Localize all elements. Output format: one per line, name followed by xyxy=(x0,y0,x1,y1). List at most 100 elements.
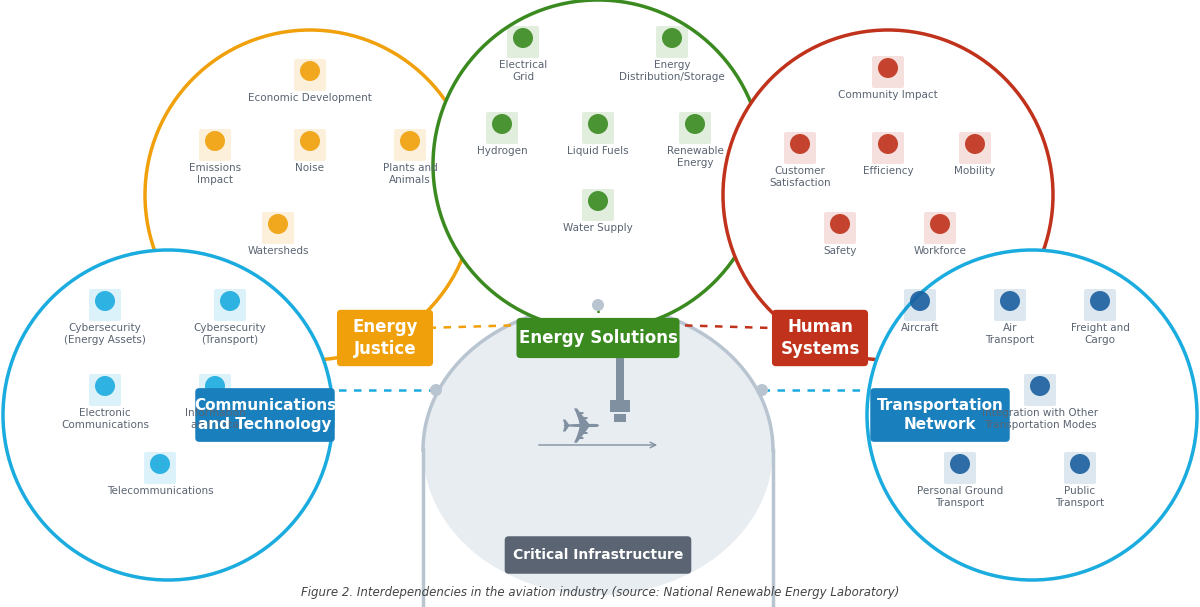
Text: Customer
Satisfaction: Customer Satisfaction xyxy=(769,166,830,188)
Circle shape xyxy=(268,214,288,234)
Text: Cybersecurity
(Transport): Cybersecurity (Transport) xyxy=(193,323,266,345)
Text: Workforce: Workforce xyxy=(913,246,966,256)
FancyBboxPatch shape xyxy=(924,212,956,244)
Text: Figure 2. Interdependencies in the aviation industry (source: National Renewable: Figure 2. Interdependencies in the aviat… xyxy=(301,586,899,599)
FancyBboxPatch shape xyxy=(824,212,856,244)
FancyBboxPatch shape xyxy=(872,132,904,164)
FancyBboxPatch shape xyxy=(1084,289,1116,321)
FancyBboxPatch shape xyxy=(505,536,691,574)
Circle shape xyxy=(95,376,115,396)
Circle shape xyxy=(1090,291,1110,311)
FancyBboxPatch shape xyxy=(784,132,816,164)
Text: Freight and
Cargo: Freight and Cargo xyxy=(1070,323,1129,345)
Circle shape xyxy=(950,454,970,474)
Circle shape xyxy=(588,114,608,134)
Text: Personal Ground
Transport: Personal Ground Transport xyxy=(917,486,1003,507)
Text: Mobility: Mobility xyxy=(954,166,996,176)
Circle shape xyxy=(430,384,442,396)
FancyBboxPatch shape xyxy=(144,452,176,484)
Text: Energy
Justice: Energy Justice xyxy=(353,318,418,358)
FancyBboxPatch shape xyxy=(656,26,688,58)
Circle shape xyxy=(2,250,334,580)
Text: Integration with Other
Transportation Modes: Integration with Other Transportation Mo… xyxy=(982,408,1098,430)
Text: Community Impact: Community Impact xyxy=(838,90,938,100)
FancyBboxPatch shape xyxy=(959,132,991,164)
Circle shape xyxy=(1000,291,1020,311)
Text: Safety: Safety xyxy=(823,246,857,256)
FancyBboxPatch shape xyxy=(994,289,1026,321)
Circle shape xyxy=(150,454,170,474)
FancyBboxPatch shape xyxy=(870,388,1009,442)
Circle shape xyxy=(756,384,768,396)
FancyBboxPatch shape xyxy=(196,388,335,442)
Circle shape xyxy=(910,291,930,311)
Circle shape xyxy=(588,191,608,211)
Circle shape xyxy=(592,299,604,311)
Circle shape xyxy=(205,376,226,396)
Text: Electrical
Grid: Electrical Grid xyxy=(499,60,547,81)
Text: Hydrogen: Hydrogen xyxy=(476,146,527,156)
Text: Human
Systems: Human Systems xyxy=(780,318,859,358)
Circle shape xyxy=(95,291,115,311)
FancyBboxPatch shape xyxy=(294,129,326,161)
Circle shape xyxy=(1030,376,1050,396)
Circle shape xyxy=(400,131,420,151)
Text: Economic Development: Economic Development xyxy=(248,93,372,103)
FancyBboxPatch shape xyxy=(679,112,710,144)
Text: Noise: Noise xyxy=(295,163,324,173)
FancyBboxPatch shape xyxy=(508,26,539,58)
Text: Critical Infrastructure: Critical Infrastructure xyxy=(512,548,683,562)
Text: Renewable
Energy: Renewable Energy xyxy=(666,146,724,168)
FancyBboxPatch shape xyxy=(294,59,326,91)
Circle shape xyxy=(492,114,512,134)
FancyBboxPatch shape xyxy=(199,129,230,161)
Text: Electronic
Communications: Electronic Communications xyxy=(61,408,149,430)
Text: Energy Solutions: Energy Solutions xyxy=(518,329,678,347)
Text: Cybersecurity
(Energy Assets): Cybersecurity (Energy Assets) xyxy=(64,323,146,345)
Text: Telecommunications: Telecommunications xyxy=(107,486,214,496)
FancyBboxPatch shape xyxy=(1024,374,1056,406)
FancyBboxPatch shape xyxy=(199,374,230,406)
Circle shape xyxy=(300,61,320,81)
FancyBboxPatch shape xyxy=(772,310,868,366)
Circle shape xyxy=(664,319,676,331)
Circle shape xyxy=(145,30,475,360)
Ellipse shape xyxy=(424,305,773,595)
Circle shape xyxy=(965,134,985,154)
FancyBboxPatch shape xyxy=(516,318,679,358)
FancyBboxPatch shape xyxy=(89,289,121,321)
Text: Information
and Data: Information and Data xyxy=(185,408,245,430)
FancyBboxPatch shape xyxy=(582,112,614,144)
FancyBboxPatch shape xyxy=(337,310,433,366)
Circle shape xyxy=(685,114,706,134)
FancyBboxPatch shape xyxy=(1064,452,1096,484)
Circle shape xyxy=(722,30,1054,360)
Text: Efficiency: Efficiency xyxy=(863,166,913,176)
Circle shape xyxy=(930,214,950,234)
Circle shape xyxy=(878,58,898,78)
Circle shape xyxy=(790,134,810,154)
Text: Emissions
Impact: Emissions Impact xyxy=(188,163,241,185)
Circle shape xyxy=(1070,454,1090,474)
Text: Plants and
Animals: Plants and Animals xyxy=(383,163,437,185)
FancyBboxPatch shape xyxy=(872,56,904,88)
FancyBboxPatch shape xyxy=(944,452,976,484)
Text: Public
Transport: Public Transport xyxy=(1056,486,1104,507)
FancyBboxPatch shape xyxy=(394,129,426,161)
FancyBboxPatch shape xyxy=(614,414,626,422)
Text: Water Supply: Water Supply xyxy=(563,223,632,233)
FancyBboxPatch shape xyxy=(214,289,246,321)
Circle shape xyxy=(514,28,533,48)
Circle shape xyxy=(205,131,226,151)
Text: Watersheds: Watersheds xyxy=(247,246,308,256)
Text: Liquid Fuels: Liquid Fuels xyxy=(568,146,629,156)
FancyBboxPatch shape xyxy=(904,289,936,321)
Text: Aircraft: Aircraft xyxy=(901,323,940,333)
FancyBboxPatch shape xyxy=(616,340,624,400)
Text: Air
Transport: Air Transport xyxy=(985,323,1034,345)
Circle shape xyxy=(433,0,763,330)
Text: Energy
Distribution/Storage: Energy Distribution/Storage xyxy=(619,60,725,81)
Text: ✈: ✈ xyxy=(559,406,601,454)
Text: Communications
and Technology: Communications and Technology xyxy=(194,398,336,432)
Circle shape xyxy=(220,291,240,311)
